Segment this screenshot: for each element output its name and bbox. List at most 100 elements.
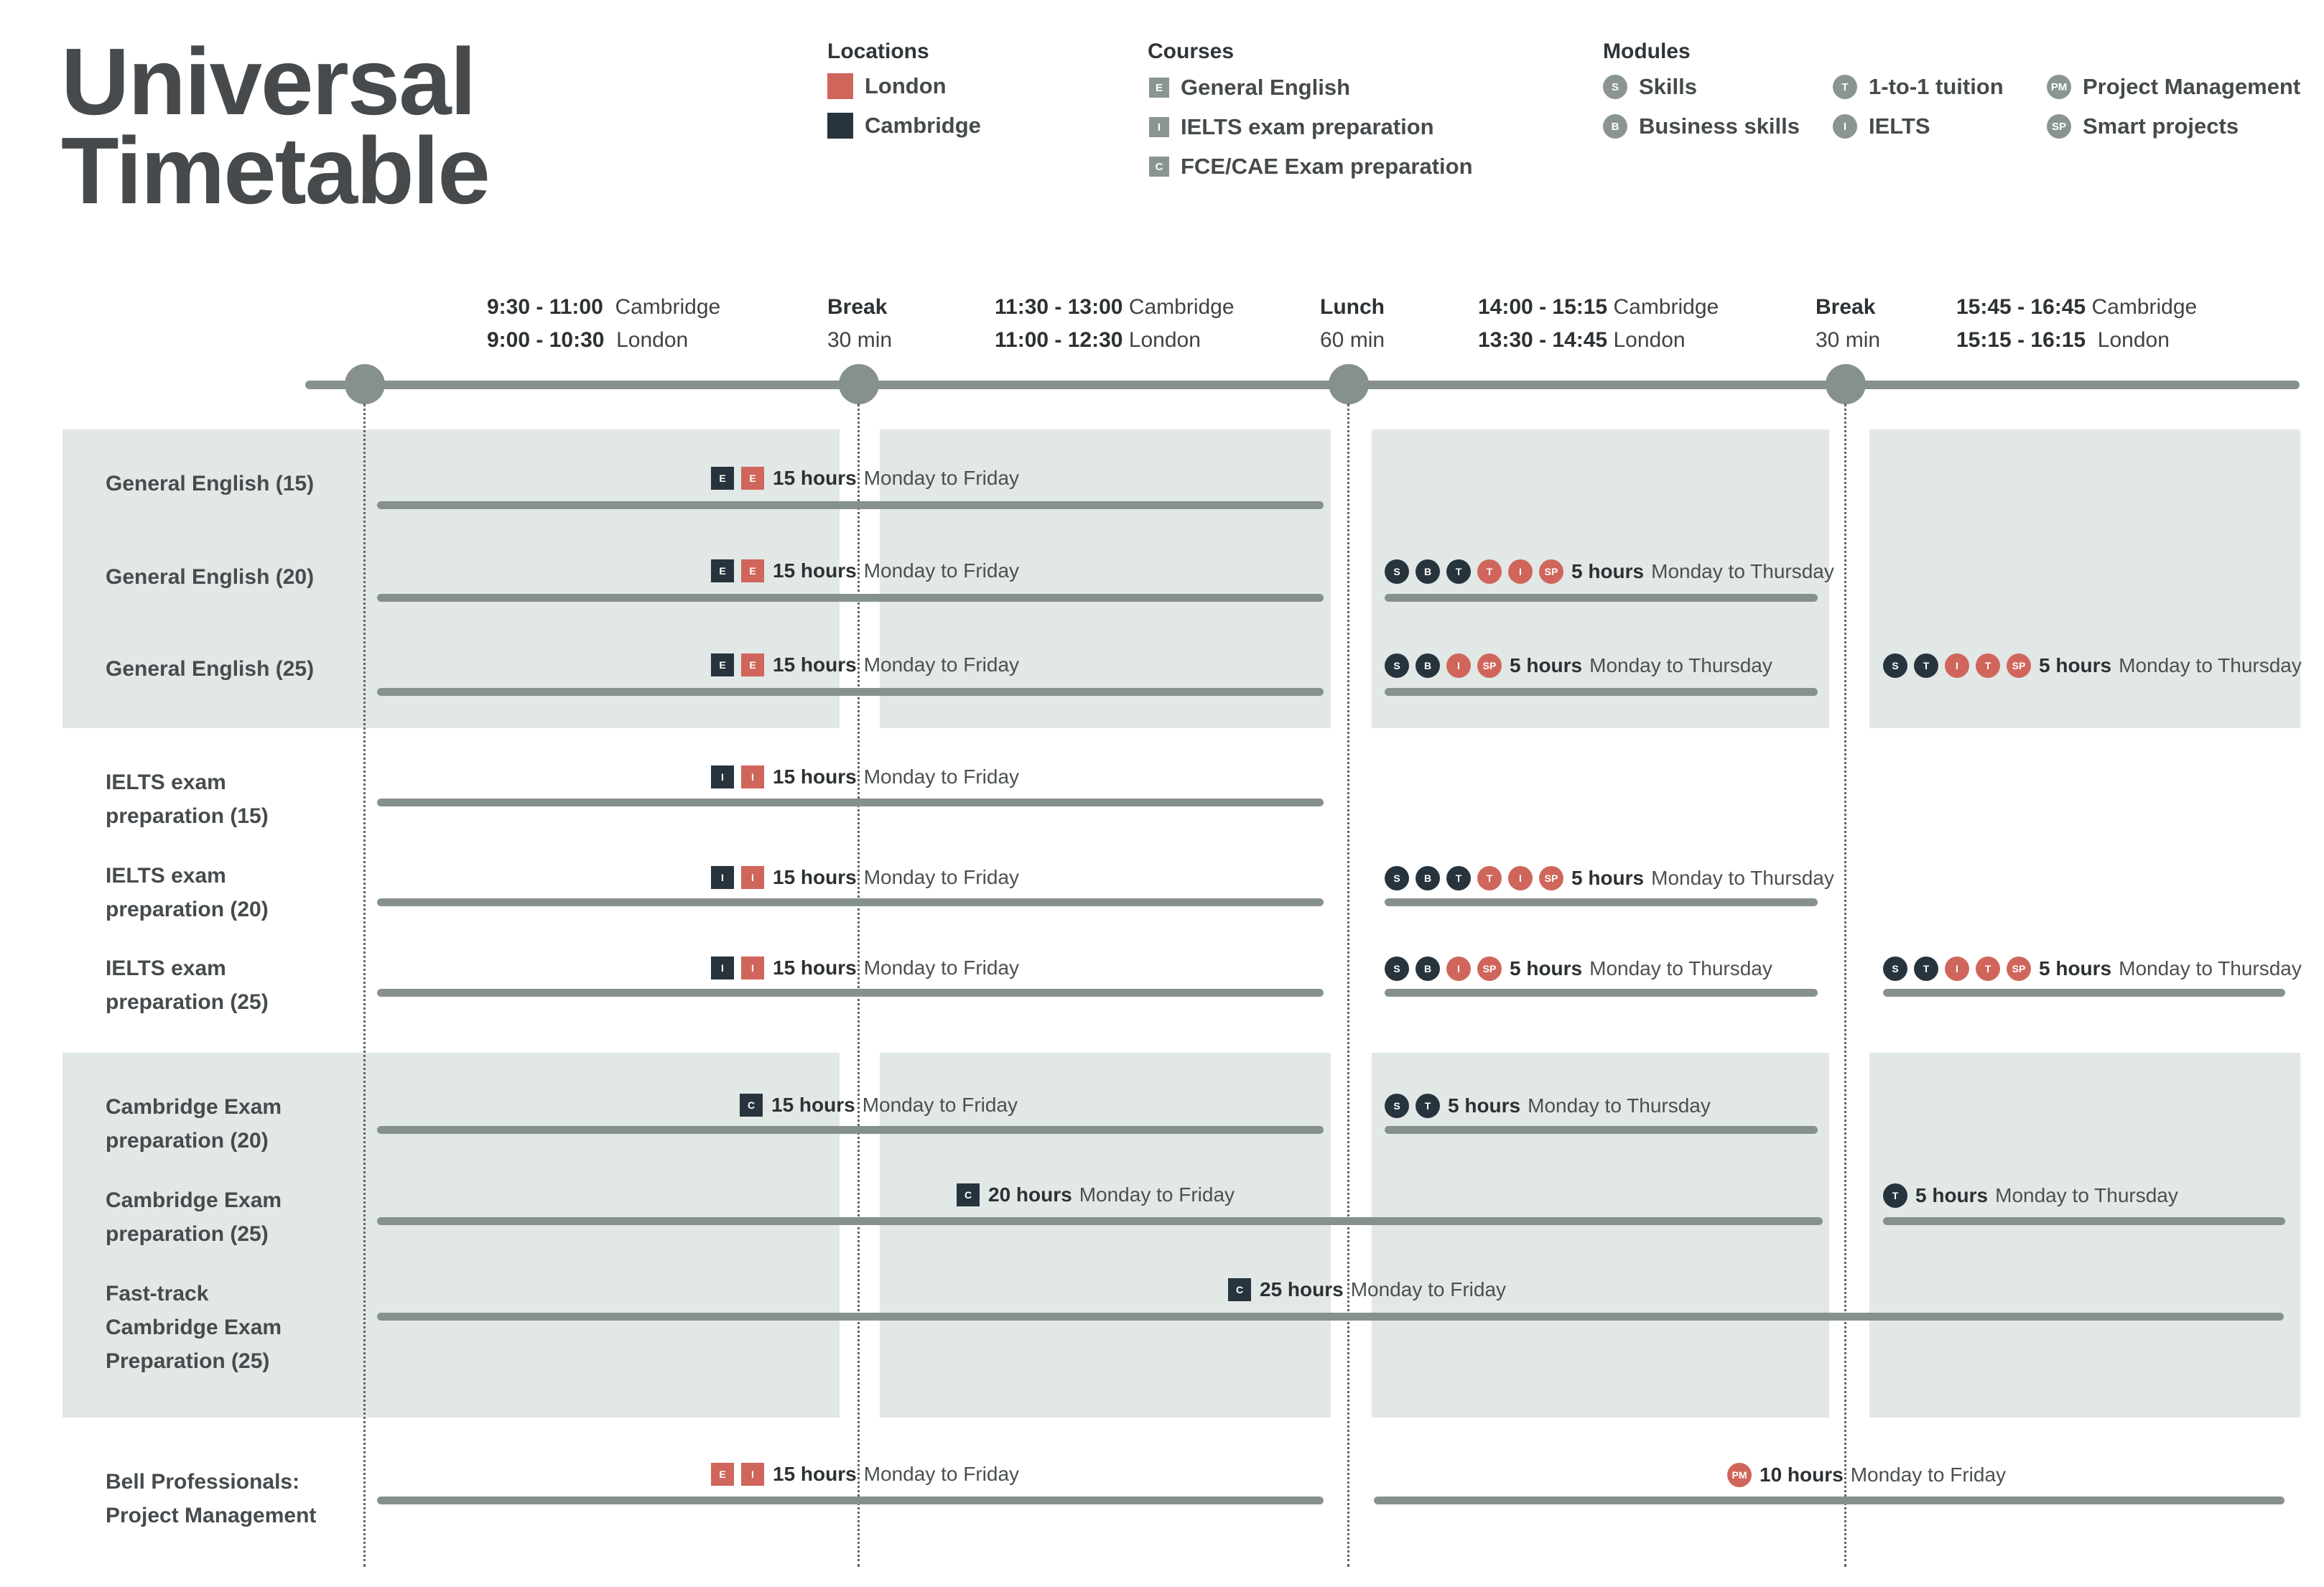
ielts-module-icon: I	[1945, 957, 1969, 981]
panel-cambridge-1	[62, 1053, 840, 1418]
skills-module-icon: S	[1385, 559, 1409, 584]
session-label: T 5 hours Monday to Thursday	[1883, 1183, 2178, 1208]
session-label: S B I SP 5 hours Monday to Thursday	[1385, 653, 1772, 678]
legend-module-skills: S Skills	[1603, 74, 1697, 100]
timeline-axis	[305, 381, 2300, 389]
cambridge-c-badge-icon: C	[740, 1094, 763, 1117]
smart-projects-module-icon: SP	[1539, 866, 1563, 890]
period-1-header: 9:30 - 11:00 Cambridge 9:00 - 10:30 Lond…	[487, 295, 721, 352]
course-ielts-20: IELTS exam preparation (20)	[106, 864, 269, 921]
session-bar	[377, 688, 1324, 696]
project-management-module-icon: PM	[1727, 1463, 1752, 1487]
panel-general-english-1	[62, 429, 840, 728]
session-label: S B T T I SP 5 hours Monday to Thursday	[1385, 866, 1834, 890]
course-general-english-20: General English (20)	[106, 565, 315, 589]
session-bar	[377, 594, 1324, 602]
session-bar	[377, 1313, 2284, 1321]
london-i-badge-icon: I	[741, 866, 764, 889]
session-label: S B T T I SP 5 hours Monday to Thursday	[1385, 559, 1834, 584]
smart-projects-module-icon: SP	[1539, 559, 1563, 584]
session-bar	[1385, 688, 1818, 696]
cambridge-c-badge-icon: C	[1228, 1278, 1251, 1301]
session-bar	[1385, 594, 1818, 602]
guide-line-2	[857, 404, 860, 1567]
ielts-module-icon: I	[1446, 957, 1471, 981]
session-bar	[1385, 898, 1818, 906]
course-i-icon: I	[1149, 117, 1169, 137]
course-cambridge-20: Cambridge Exam preparation (20)	[106, 1095, 282, 1153]
smart-projects-module-icon: SP	[2007, 653, 2031, 678]
skills-module-icon: S	[1385, 1094, 1409, 1118]
cambridge-i-badge-icon: I	[711, 765, 734, 788]
course-cambridge-25: Cambridge Exam preparation (25)	[106, 1188, 282, 1246]
panel-cambridge-2	[880, 1053, 1331, 1418]
legend-location-london: London	[827, 73, 947, 99]
lunch-header: Lunch 60 min	[1320, 295, 1385, 352]
business-module-icon: B	[1416, 653, 1440, 678]
session-label: C 25 hours Monday to Friday	[1228, 1278, 1506, 1301]
london-e-badge-icon: E	[711, 1463, 734, 1486]
break-1-header: Break 30 min	[827, 295, 893, 352]
timeline-node-1	[345, 364, 385, 404]
session-bar	[377, 501, 1324, 509]
skills-module-icon: S	[1883, 653, 1907, 678]
tuition-module-icon: T	[1883, 1183, 1907, 1208]
business-module-icon: B	[1416, 866, 1440, 890]
panel-cambridge-3	[1372, 1053, 1829, 1418]
panel-general-english-3	[1372, 429, 1829, 728]
legend-courses-heading: Courses	[1148, 39, 1235, 63]
panel-cambridge-4	[1869, 1053, 2300, 1418]
course-general-english-25: General English (25)	[106, 657, 315, 681]
tuition-module-icon: T	[1976, 957, 2000, 981]
tuition-module-icon: T	[1914, 957, 1938, 981]
session-bar	[377, 799, 1324, 806]
session-label: C 15 hours Monday to Friday	[740, 1094, 1018, 1117]
london-swatch-icon	[827, 73, 853, 99]
session-label: S T I T SP 5 hours Monday to Thursday	[1883, 957, 2302, 981]
skills-module-icon: S	[1385, 957, 1409, 981]
cambridge-i-badge-icon: I	[711, 957, 734, 979]
london-i-badge-icon: I	[741, 957, 764, 979]
session-bar	[377, 1497, 1324, 1504]
tuition-module-icon: T	[1416, 1094, 1440, 1118]
smart-projects-module-icon: SP	[1477, 957, 1502, 981]
skills-module-icon: S	[1385, 653, 1409, 678]
legend-course-ielts: I IELTS exam preparation	[1149, 114, 1434, 140]
london-i-badge-icon: I	[741, 765, 764, 788]
london-e-badge-icon: E	[741, 467, 764, 490]
module-t-icon: T	[1833, 75, 1857, 99]
course-ielts-25: IELTS exam preparation (25)	[106, 957, 269, 1014]
session-bar	[377, 1217, 1823, 1225]
guide-line-4	[1844, 404, 1846, 1567]
course-fast-track-cambridge: Fast-track Cambridge Exam Preparation (25)	[106, 1282, 282, 1373]
session-label: S B I SP 5 hours Monday to Thursday	[1385, 957, 1772, 981]
skills-module-icon: S	[1883, 957, 1907, 981]
cambridge-c-badge-icon: C	[957, 1183, 980, 1206]
tuition-module-icon: T	[1914, 653, 1938, 678]
module-pm-icon: PM	[2047, 75, 2071, 99]
session-bar	[1385, 989, 1818, 997]
module-b-icon: B	[1603, 114, 1627, 139]
timeline-node-3	[1329, 364, 1369, 404]
module-sp-icon: SP	[2047, 114, 2071, 139]
session-bar	[1883, 1217, 2285, 1225]
module-i-icon: I	[1833, 114, 1857, 139]
cambridge-e-badge-icon: E	[711, 653, 734, 676]
cambridge-swatch-icon	[827, 113, 853, 139]
course-general-english-15: General English (15)	[106, 472, 315, 495]
ielts-module-icon: I	[1508, 866, 1533, 890]
london-i-badge-icon: I	[741, 1463, 764, 1486]
legend-module-smart-projects: SP Smart projects	[2047, 113, 2239, 139]
module-s-icon: S	[1603, 75, 1627, 99]
break-2-header: Break 30 min	[1816, 295, 1881, 352]
course-e-icon: E	[1149, 78, 1169, 98]
cambridge-i-badge-icon: I	[711, 866, 734, 889]
tuition-module-icon: T	[1477, 866, 1502, 890]
session-bar	[1374, 1497, 2285, 1504]
skills-module-icon: S	[1385, 866, 1409, 890]
session-bar	[1883, 989, 2285, 997]
